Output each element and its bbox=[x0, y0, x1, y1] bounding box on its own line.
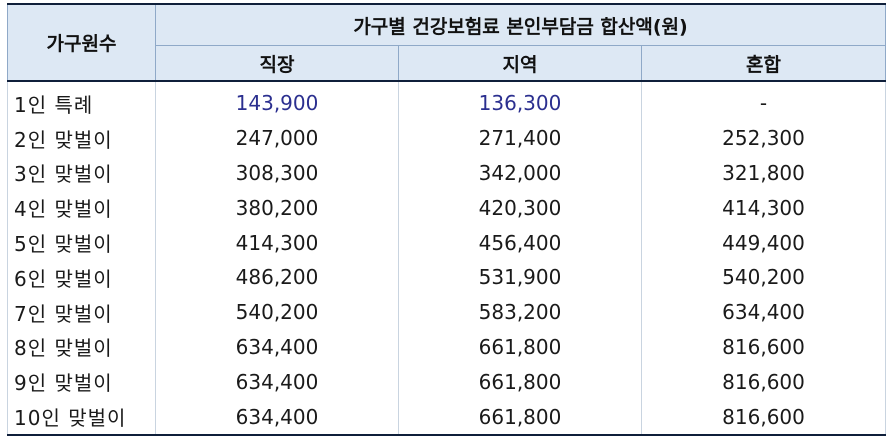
cell-workplace: 634,400 bbox=[155, 329, 399, 365]
cell-regional: 531,900 bbox=[398, 259, 642, 295]
cell-regional: 271,400 bbox=[398, 120, 642, 156]
premium-table: 가구원수 가구별 건강보험료 본인부담금 합산액(원) 직장 지역 혼합 1인 … bbox=[7, 3, 887, 436]
table-row: 7인 맞벌이 540,200 583,200 634,400 bbox=[7, 294, 887, 330]
cell-mixed: - bbox=[640, 81, 887, 121]
table-row: 4인 맞벌이 380,200 420,300 414,300 bbox=[7, 190, 887, 226]
table-row: 1인 특례 143,900 136,300 - bbox=[7, 81, 887, 121]
column-header-regional: 지역 bbox=[398, 45, 642, 82]
cell-workplace: 634,400 bbox=[155, 364, 399, 400]
header-row-sub: 직장 지역 혼합 bbox=[8, 45, 887, 82]
row-label: 6인 맞벌이 bbox=[7, 259, 156, 295]
row-label: 2인 맞벌이 bbox=[7, 120, 156, 156]
cell-workplace: 380,200 bbox=[155, 190, 399, 226]
row-label: 3인 맞벌이 bbox=[7, 155, 156, 191]
cell-mixed: 540,200 bbox=[640, 259, 887, 295]
table-row: 3인 맞벌이 308,300 342,000 321,800 bbox=[7, 155, 887, 191]
cell-workplace: 247,000 bbox=[155, 120, 399, 156]
cell-workplace: 486,200 bbox=[155, 259, 399, 295]
row-label: 8인 맞벌이 bbox=[7, 329, 156, 365]
premium-sum-header: 가구별 건강보험료 본인부담금 합산액(원) bbox=[154, 3, 887, 46]
premium-table-container: 가구원수 가구별 건강보험료 본인부담금 합산액(원) 직장 지역 혼합 1인 … bbox=[7, 3, 887, 436]
column-header-workplace: 직장 bbox=[155, 45, 399, 82]
table-row: 8인 맞벌이 634,400 661,800 816,600 bbox=[7, 329, 887, 365]
header-row-main: 가구원수 가구별 건강보험료 본인부담금 합산액(원) bbox=[7, 3, 887, 82]
cell-mixed: 816,600 bbox=[640, 329, 887, 365]
cell-workplace: 634,400 bbox=[155, 399, 399, 436]
cell-mixed: 816,600 bbox=[640, 364, 887, 400]
table-row: 10인 맞벌이 634,400 661,800 816,600 bbox=[7, 399, 887, 436]
row-label: 5인 맞벌이 bbox=[7, 225, 156, 260]
cell-mixed: 414,300 bbox=[640, 190, 887, 226]
cell-regional: 342,000 bbox=[398, 155, 642, 191]
table-row: 6인 맞벌이 486,200 531,900 540,200 bbox=[7, 259, 887, 295]
table-header: 가구원수 가구별 건강보험료 본인부담금 합산액(원) 직장 지역 혼합 bbox=[7, 3, 887, 82]
cell-regional: 661,800 bbox=[398, 399, 642, 436]
row-label: 9인 맞벌이 bbox=[7, 364, 156, 400]
column-header-mixed: 혼합 bbox=[640, 45, 887, 82]
table-row: 2인 맞벌이 247,000 271,400 252,300 bbox=[7, 120, 887, 156]
row-label: 10인 맞벌이 bbox=[7, 399, 156, 436]
cell-regional: 136,300 bbox=[398, 81, 642, 121]
table-body: 1인 특례 143,900 136,300 - 2인 맞벌이 247,000 2… bbox=[7, 81, 887, 436]
cell-regional: 583,200 bbox=[398, 294, 642, 330]
cell-workplace: 414,300 bbox=[155, 225, 399, 260]
cell-workplace: 308,300 bbox=[155, 155, 399, 191]
row-label: 7인 맞벌이 bbox=[7, 294, 156, 330]
table-row: 9인 맞벌이 634,400 661,800 816,600 bbox=[7, 364, 887, 400]
row-label: 1인 특례 bbox=[7, 81, 156, 121]
household-size-header: 가구원수 bbox=[7, 3, 156, 82]
cell-mixed: 321,800 bbox=[640, 155, 887, 191]
cell-workplace: 143,900 bbox=[155, 81, 399, 121]
cell-workplace: 540,200 bbox=[155, 294, 399, 330]
cell-regional: 661,800 bbox=[398, 364, 642, 400]
cell-regional: 661,800 bbox=[398, 329, 642, 365]
cell-mixed: 634,400 bbox=[640, 294, 887, 330]
cell-mixed: 449,400 bbox=[640, 225, 887, 260]
table-row: 5인 맞벌이 414,300 456,400 449,400 bbox=[7, 225, 887, 260]
cell-regional: 420,300 bbox=[398, 190, 642, 226]
cell-regional: 456,400 bbox=[398, 225, 642, 260]
cell-mixed: 252,300 bbox=[640, 120, 887, 156]
cell-mixed: 816,600 bbox=[640, 399, 887, 436]
row-label: 4인 맞벌이 bbox=[7, 190, 156, 226]
